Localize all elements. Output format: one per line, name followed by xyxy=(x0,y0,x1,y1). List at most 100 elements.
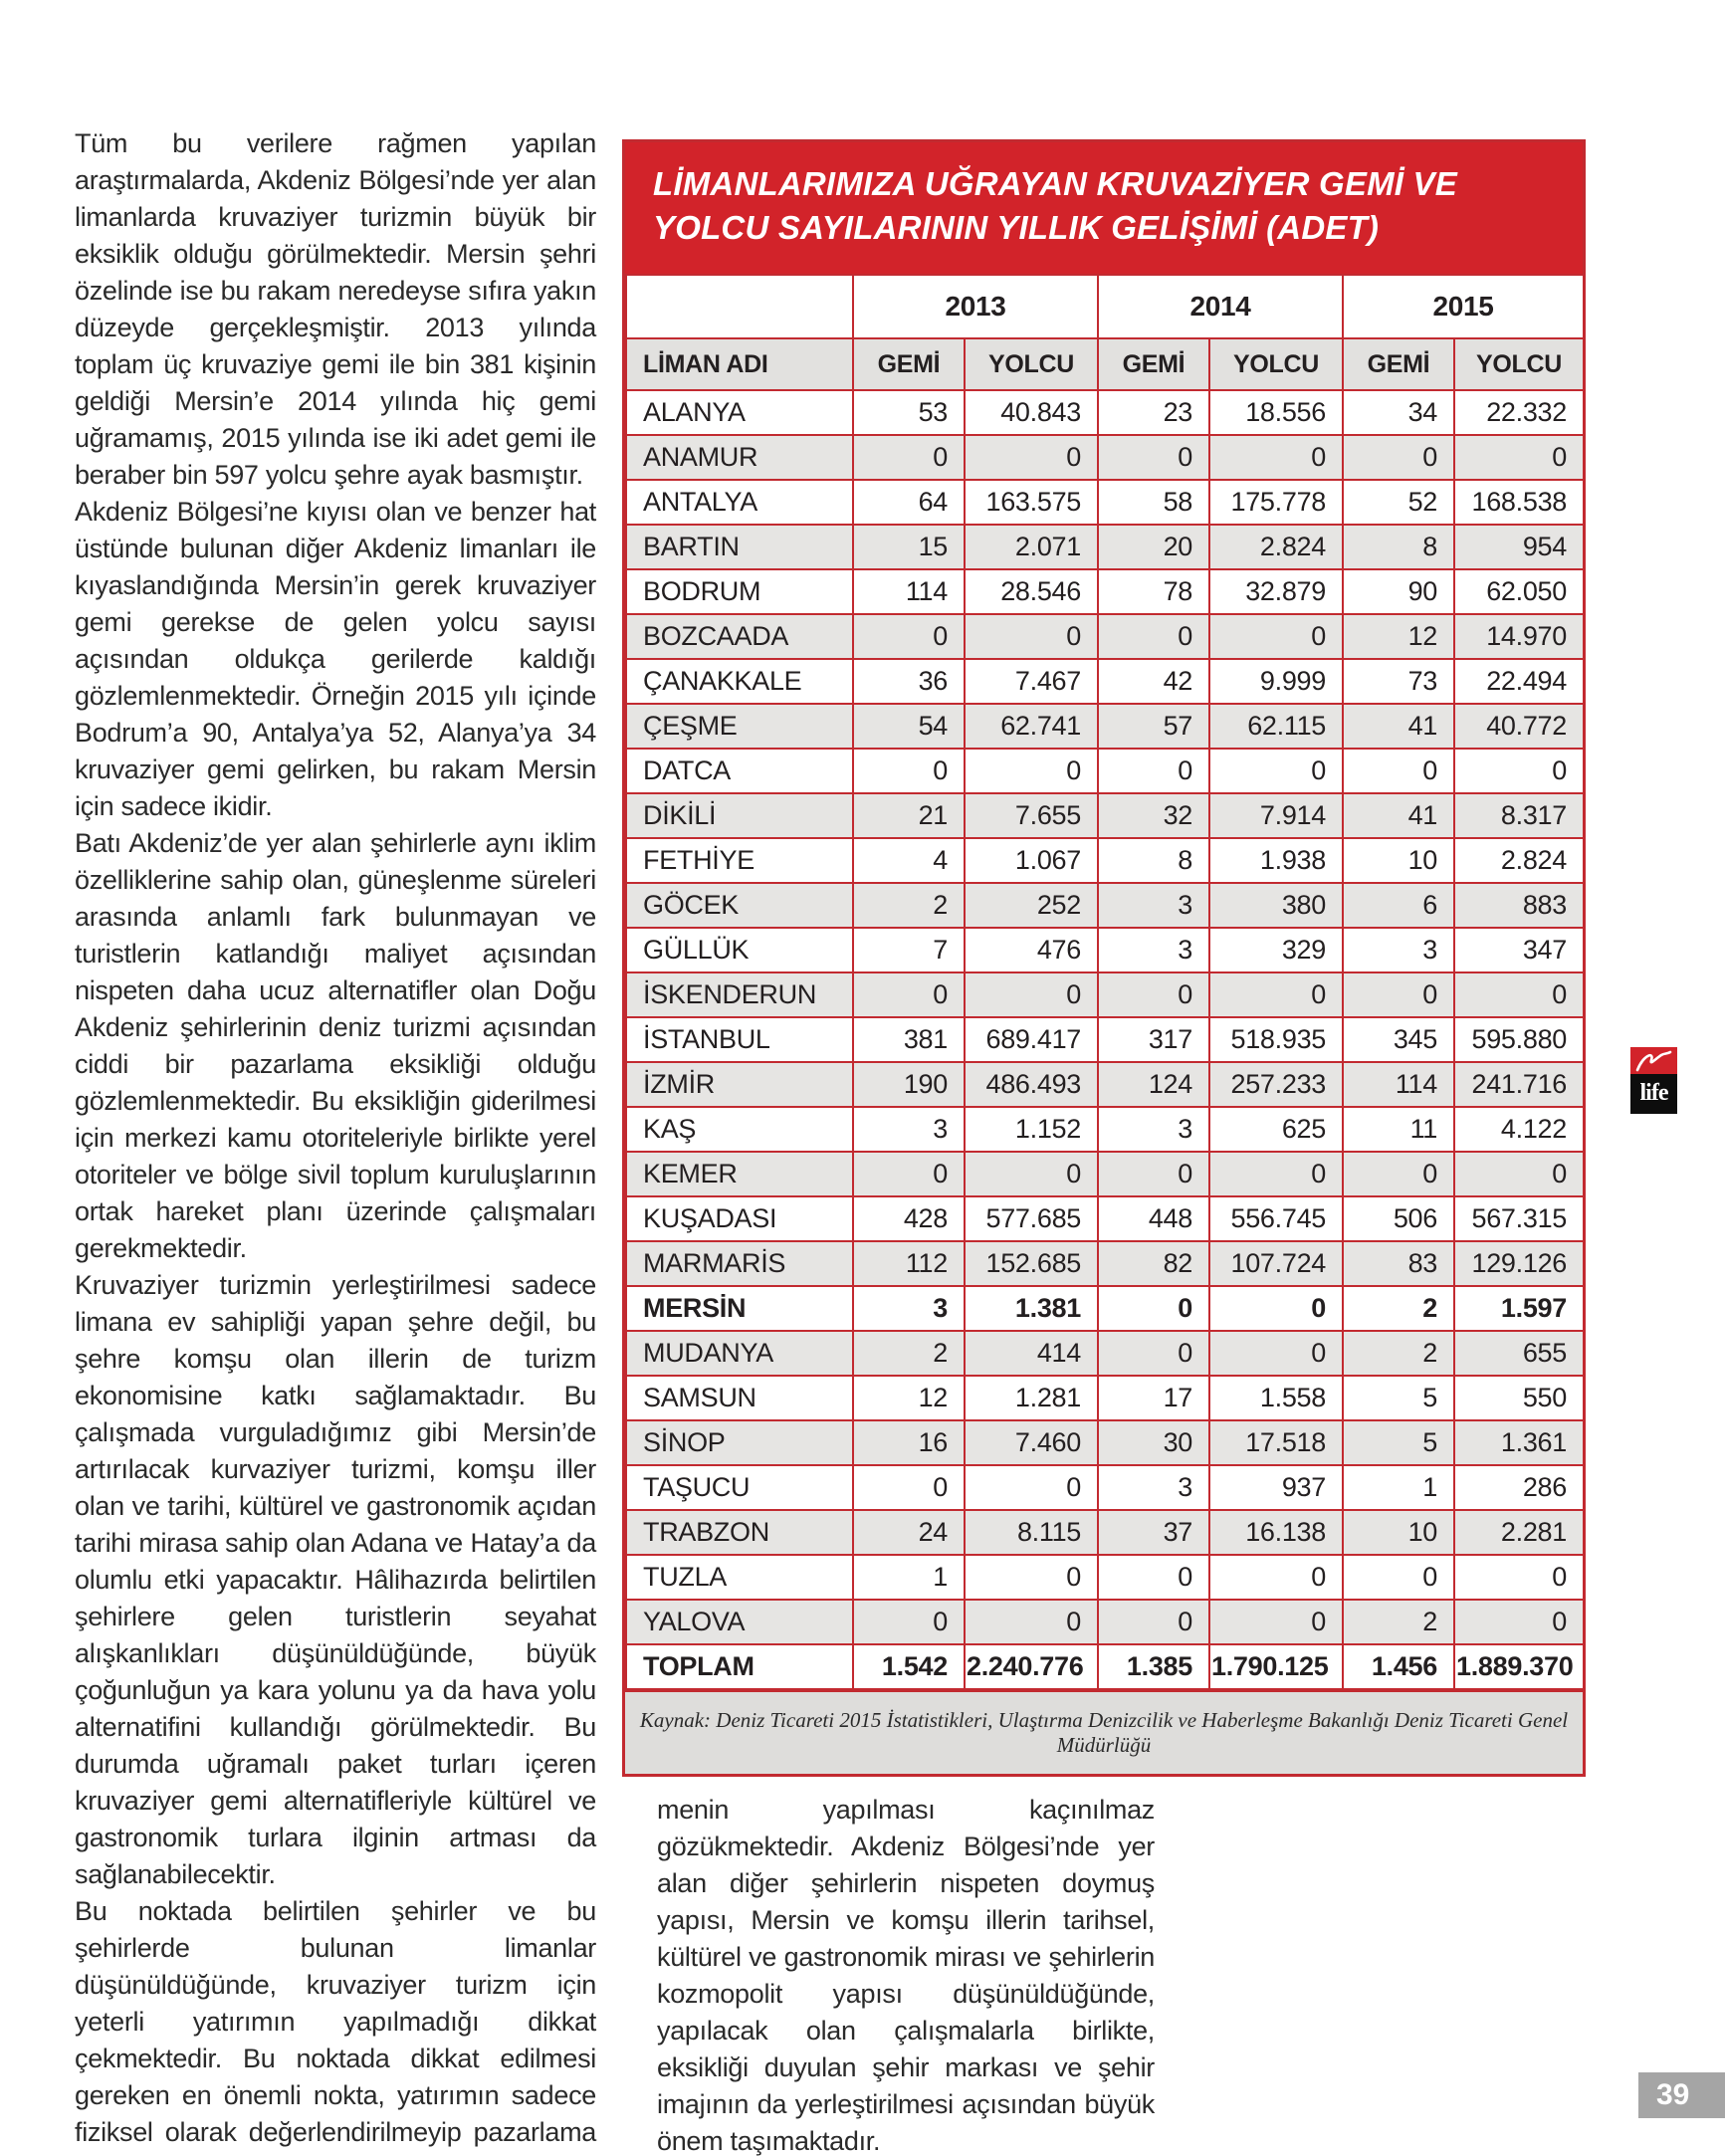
port-header-spacer xyxy=(625,274,854,339)
table-row: DATCA 0 0 0 0 0 0 xyxy=(625,748,1585,794)
value-cell: 53 xyxy=(852,389,966,436)
value-cell: 12 xyxy=(1342,613,1455,660)
table-row: GÜLLÜK 7 476 3 329 3 347 xyxy=(625,927,1585,973)
value-cell: 883 xyxy=(1453,882,1585,929)
value-cell: 2.824 xyxy=(1453,837,1585,884)
table-row: ÇEŞME 54 62.741 57 62.115 41 40.772 xyxy=(625,703,1585,750)
value-cell: 0 xyxy=(1453,1599,1585,1645)
table-row: BARTIN 15 2.071 20 2.824 8 954 xyxy=(625,524,1585,570)
body-paragraph: Akdeniz Bölgesi’ne kıyısı olan ve benzer… xyxy=(75,497,596,821)
value-cell: 114 xyxy=(852,568,966,615)
table-row: SİNOP 16 7.460 30 17.518 5 1.361 xyxy=(625,1419,1585,1466)
gemi-header-2014: GEMİ xyxy=(1097,337,1210,391)
life-magazine-logo: life xyxy=(1630,1047,1677,1114)
value-cell: 2.281 xyxy=(1453,1509,1585,1556)
value-cell: 0 xyxy=(1097,613,1210,660)
body-paragraph: Batı Akdeniz’de yer alan şehirlerle aynı… xyxy=(75,828,596,1263)
value-cell: 58 xyxy=(1097,479,1210,526)
value-cell: 1.152 xyxy=(964,1106,1099,1153)
value-cell: 625 xyxy=(1208,1106,1344,1153)
value-cell: 0 xyxy=(1342,1554,1455,1601)
value-cell: 2 xyxy=(1342,1330,1455,1377)
value-cell: 2.071 xyxy=(964,524,1099,570)
value-cell: 22.332 xyxy=(1453,389,1585,436)
value-cell: 0 xyxy=(1097,1330,1210,1377)
body-paragraph: Tüm bu verilere rağmen yapılan araştırma… xyxy=(75,128,596,490)
value-cell: 129.126 xyxy=(1453,1240,1585,1287)
value-cell: 41 xyxy=(1342,703,1455,750)
table-row: GÖCEK 2 252 3 380 6 883 xyxy=(625,882,1585,929)
value-cell: 17.518 xyxy=(1208,1419,1344,1466)
port-name-cell: DİKİLİ xyxy=(625,792,854,839)
value-cell: 0 xyxy=(852,971,966,1018)
port-name-cell: KAŞ xyxy=(625,1106,854,1153)
port-name-cell: TOPLAM xyxy=(625,1643,854,1690)
value-cell: 62.115 xyxy=(1208,703,1344,750)
value-cell: 0 xyxy=(1342,748,1455,794)
gemi-header-2015: GEMİ xyxy=(1342,337,1455,391)
table-row: SAMSUN 12 1.281 17 1.558 5 550 xyxy=(625,1375,1585,1421)
table-row: TUZLA 1 0 0 0 0 0 xyxy=(625,1554,1585,1601)
value-cell: 34 xyxy=(1342,389,1455,436)
value-cell: 21 xyxy=(852,792,966,839)
port-name-cell: DATCA xyxy=(625,748,854,794)
value-cell: 0 xyxy=(1208,1285,1344,1332)
year-header-2014: 2014 xyxy=(1097,274,1344,339)
left-text-column: Tüm bu verilere rağmen yapılan araştırma… xyxy=(75,125,596,2156)
value-cell: 107.724 xyxy=(1208,1240,1344,1287)
table-row: BODRUM 114 28.546 78 32.879 90 62.050 xyxy=(625,568,1585,615)
value-cell: 0 xyxy=(1097,1285,1210,1332)
port-name-cell: ALANYA xyxy=(625,389,854,436)
value-cell: 24 xyxy=(852,1509,966,1556)
value-cell: 0 xyxy=(964,748,1099,794)
value-cell: 4 xyxy=(852,837,966,884)
port-name-cell: YALOVA xyxy=(625,1599,854,1645)
yolcu-header-2015: YOLCU xyxy=(1453,337,1585,391)
table-row: MUDANYA 2 414 0 0 2 655 xyxy=(625,1330,1585,1377)
value-cell: 0 xyxy=(1342,1151,1455,1197)
port-name-cell: SAMSUN xyxy=(625,1375,854,1421)
value-cell: 0 xyxy=(1097,748,1210,794)
value-cell: 0 xyxy=(964,434,1099,481)
port-name-cell: GÜLLÜK xyxy=(625,927,854,973)
value-cell: 124 xyxy=(1097,1061,1210,1108)
value-cell: 3 xyxy=(1097,1464,1210,1511)
value-cell: 0 xyxy=(1342,971,1455,1018)
value-cell: 16.138 xyxy=(1208,1509,1344,1556)
value-cell: 6 xyxy=(1342,882,1455,929)
port-statistics-table: 2013 2014 2015 LİMAN ADI GEMİ YOLCU GEMİ… xyxy=(625,274,1585,1690)
value-cell: 0 xyxy=(1342,434,1455,481)
value-cell: 8 xyxy=(1097,837,1210,884)
value-cell: 0 xyxy=(1208,971,1344,1018)
table-row: ÇANAKKALE 36 7.467 42 9.999 73 22.494 xyxy=(625,658,1585,705)
value-cell: 11 xyxy=(1342,1106,1455,1153)
value-cell: 0 xyxy=(1097,434,1210,481)
value-cell: 32.879 xyxy=(1208,568,1344,615)
value-cell: 0 xyxy=(1453,971,1585,1018)
value-cell: 2 xyxy=(1342,1599,1455,1645)
value-cell: 41 xyxy=(1342,792,1455,839)
port-table-body: ALANYA 53 40.843 23 18.556 34 22.332 ANAMUR 0 0 0 0… xyxy=(625,389,1585,1690)
table-row: İZMİR 190 486.493 124 257.233 114 241.716 xyxy=(625,1061,1585,1108)
table-row: KUŞADASI 428 577.685 448 556.745 506 567.315 xyxy=(625,1195,1585,1242)
value-cell: 0 xyxy=(1453,1151,1585,1197)
body-paragraph: menin yapılması kaçınılmaz gözükmektedir… xyxy=(657,1795,1155,2156)
value-cell: 0 xyxy=(1208,748,1344,794)
value-cell: 4.122 xyxy=(1453,1106,1585,1153)
value-cell: 5 xyxy=(1342,1419,1455,1466)
value-cell: 1.456 xyxy=(1342,1643,1455,1690)
port-name-cell: TAŞUCU xyxy=(625,1464,854,1511)
value-cell: 345 xyxy=(1342,1016,1455,1063)
value-cell: 57 xyxy=(1097,703,1210,750)
table-row: ANTALYA 64 163.575 58 175.778 52 168.538 xyxy=(625,479,1585,526)
value-cell: 567.315 xyxy=(1453,1195,1585,1242)
table-row: MERSİN 3 1.381 0 0 2 1.597 xyxy=(625,1285,1585,1332)
value-cell: 1.938 xyxy=(1208,837,1344,884)
value-cell: 32 xyxy=(1097,792,1210,839)
value-cell: 30 xyxy=(1097,1419,1210,1466)
table-row: YALOVA 0 0 0 0 2 0 xyxy=(625,1599,1585,1645)
value-cell: 3 xyxy=(1342,927,1455,973)
year-header-2013: 2013 xyxy=(852,274,1099,339)
value-cell: 175.778 xyxy=(1208,479,1344,526)
